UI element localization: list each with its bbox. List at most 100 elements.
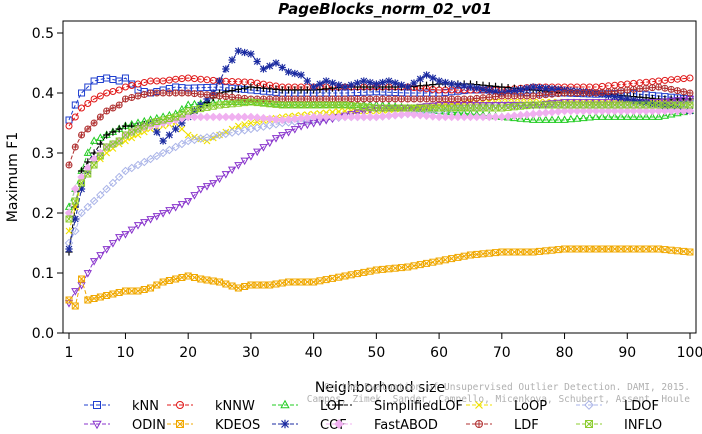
data-point [579,106,588,116]
data-point [580,245,587,253]
legend-item-odin: ODIN [84,418,166,433]
data-point [296,113,306,123]
data-point [216,278,223,286]
x-tick-label: 90 [618,345,636,361]
data-point [359,108,368,116]
data-point [510,111,519,121]
data-point [140,286,148,293]
legend-label: LDF [514,418,539,433]
x-axis: 1 10 20 30 40 50 60 70 80 90 100 [65,333,702,361]
data-point [480,94,486,101]
data-point [485,87,493,95]
data-point [166,115,173,122]
data-point [328,79,337,87]
data-point [240,112,249,122]
data-point [517,85,525,93]
data-point [139,157,149,167]
data-point [504,104,512,111]
data-point [229,94,236,101]
data-point [335,108,343,116]
data-point [667,246,675,254]
data-point [159,116,167,124]
data-point [90,95,98,103]
data-point [661,246,669,253]
data-point [580,101,587,109]
data-point [178,274,186,281]
data-point [373,96,380,102]
data-point [648,112,657,120]
data-point [498,248,506,256]
data-point [592,90,599,96]
data-point [89,258,99,266]
data-point [686,101,694,109]
data-point [353,112,362,122]
data-point [152,151,162,161]
data-point [71,302,79,310]
data-point [102,184,111,194]
data-point [454,96,461,102]
data-point [322,100,331,108]
data-point [423,96,430,102]
data-point [686,74,694,82]
data-point [341,272,349,280]
data-point [391,105,400,113]
data-point [153,90,160,96]
data-point [141,91,148,98]
data-point [234,85,242,93]
data-point [197,105,205,112]
data-point [176,401,184,409]
data-point [246,112,256,122]
data-point [91,120,98,126]
legend-label: FastABOD [374,418,438,433]
data-point [285,278,292,286]
data-point [279,96,286,102]
data-point [459,104,469,113]
data-point [291,86,299,94]
data-point [686,248,694,256]
data-point [122,287,129,295]
data-point [222,93,229,100]
data-point [271,115,281,124]
data-point [604,99,613,107]
data-point [611,93,619,101]
data-point [611,88,618,95]
data-point [586,101,593,109]
data-point [429,258,437,266]
data-point [466,103,475,113]
legend-item-loop: LoOP [466,399,547,414]
data-point [253,148,262,157]
data-point [84,170,92,178]
data-point [567,90,574,96]
x-tick-label: 50 [367,345,385,361]
data-point [478,102,488,110]
data-point [643,85,650,92]
data-point [134,287,142,295]
data-point [485,102,494,110]
data-point [680,88,687,95]
data-point [334,112,344,122]
data-point [341,101,349,109]
data-point [542,101,550,109]
data-point [185,90,192,96]
data-point [202,183,212,191]
data-point [114,172,124,182]
data-point [254,96,261,102]
data-point [687,90,693,96]
data-point [272,59,280,67]
data-point [630,101,637,109]
data-point [411,96,417,102]
data-point [467,251,474,259]
data-point [549,91,555,98]
data-point [547,107,557,117]
data-point [241,95,248,102]
data-point [159,278,167,286]
data-point [227,166,237,175]
data-point [618,87,624,94]
data-point [522,110,532,119]
data-point [522,114,532,123]
data-point [560,106,569,116]
data-point [485,104,493,112]
data-point [649,101,656,109]
legend-item-inflo: INFLO [576,418,662,433]
data-point [221,112,231,122]
